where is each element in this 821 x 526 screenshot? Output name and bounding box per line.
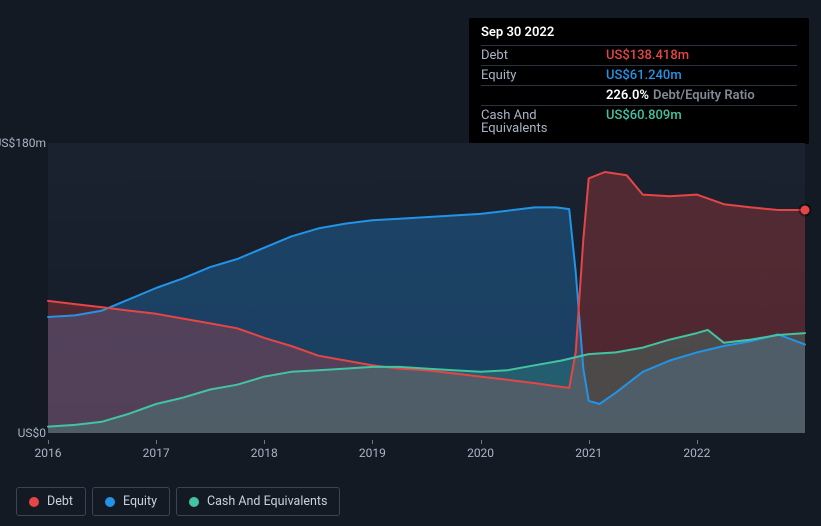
- series-end-marker: [801, 206, 810, 215]
- x-tick-label: 2021: [575, 446, 602, 460]
- tooltip-secondary: Debt/Equity Ratio: [653, 88, 755, 103]
- tooltip-label: Debt: [481, 49, 606, 62]
- tooltip-row: 226.0%Debt/Equity Ratio: [481, 85, 797, 105]
- x-tick-label: 2016: [35, 446, 62, 460]
- tooltip-value: 226.0%Debt/Equity Ratio: [606, 89, 755, 102]
- legend-label: Debt: [47, 494, 73, 509]
- legend-label: Equity: [123, 494, 157, 509]
- x-tick-mark: [481, 440, 482, 444]
- legend-item-equity[interactable]: Equity: [92, 487, 170, 516]
- legend-item-cash-and-equivalents[interactable]: Cash And Equivalents: [176, 487, 340, 516]
- x-tick-label: 2019: [359, 446, 386, 460]
- legend-swatch: [105, 497, 115, 507]
- tooltip-row: DebtUS$138.418m: [481, 45, 797, 65]
- tooltip-row: EquityUS$61.240m: [481, 65, 797, 85]
- chart-plot-area[interactable]: [48, 143, 805, 433]
- legend: Debt Equity Cash And Equivalents: [16, 487, 340, 516]
- legend-swatch: [29, 497, 39, 507]
- x-tick-mark: [264, 440, 265, 444]
- x-tick-mark: [48, 440, 49, 444]
- x-tick-mark: [372, 440, 373, 444]
- x-tick-mark: [156, 440, 157, 444]
- y-axis-label: US$0: [18, 426, 46, 440]
- tooltip-label: Equity: [481, 69, 606, 82]
- x-tick-label: 2018: [251, 446, 278, 460]
- tooltip-date: Sep 30 2022: [481, 26, 797, 39]
- x-tick-mark: [589, 440, 590, 444]
- x-tick-mark: [697, 440, 698, 444]
- tooltip-value: US$138.418m: [606, 49, 689, 62]
- x-tick-label: 2022: [683, 446, 710, 460]
- tooltip-label: [481, 89, 606, 102]
- y-axis-label: US$180m: [0, 136, 46, 150]
- x-tick-label: 2017: [143, 446, 170, 460]
- debt-equity-chart[interactable]: US$0US$180m 2016201720182019202020212022: [16, 118, 805, 478]
- x-tick-label: 2020: [467, 446, 494, 460]
- legend-item-debt[interactable]: Debt: [16, 487, 86, 516]
- x-axis: 2016201720182019202020212022: [48, 440, 805, 470]
- tooltip-value: US$61.240m: [606, 69, 682, 82]
- legend-label: Cash And Equivalents: [207, 494, 327, 509]
- legend-swatch: [189, 497, 199, 507]
